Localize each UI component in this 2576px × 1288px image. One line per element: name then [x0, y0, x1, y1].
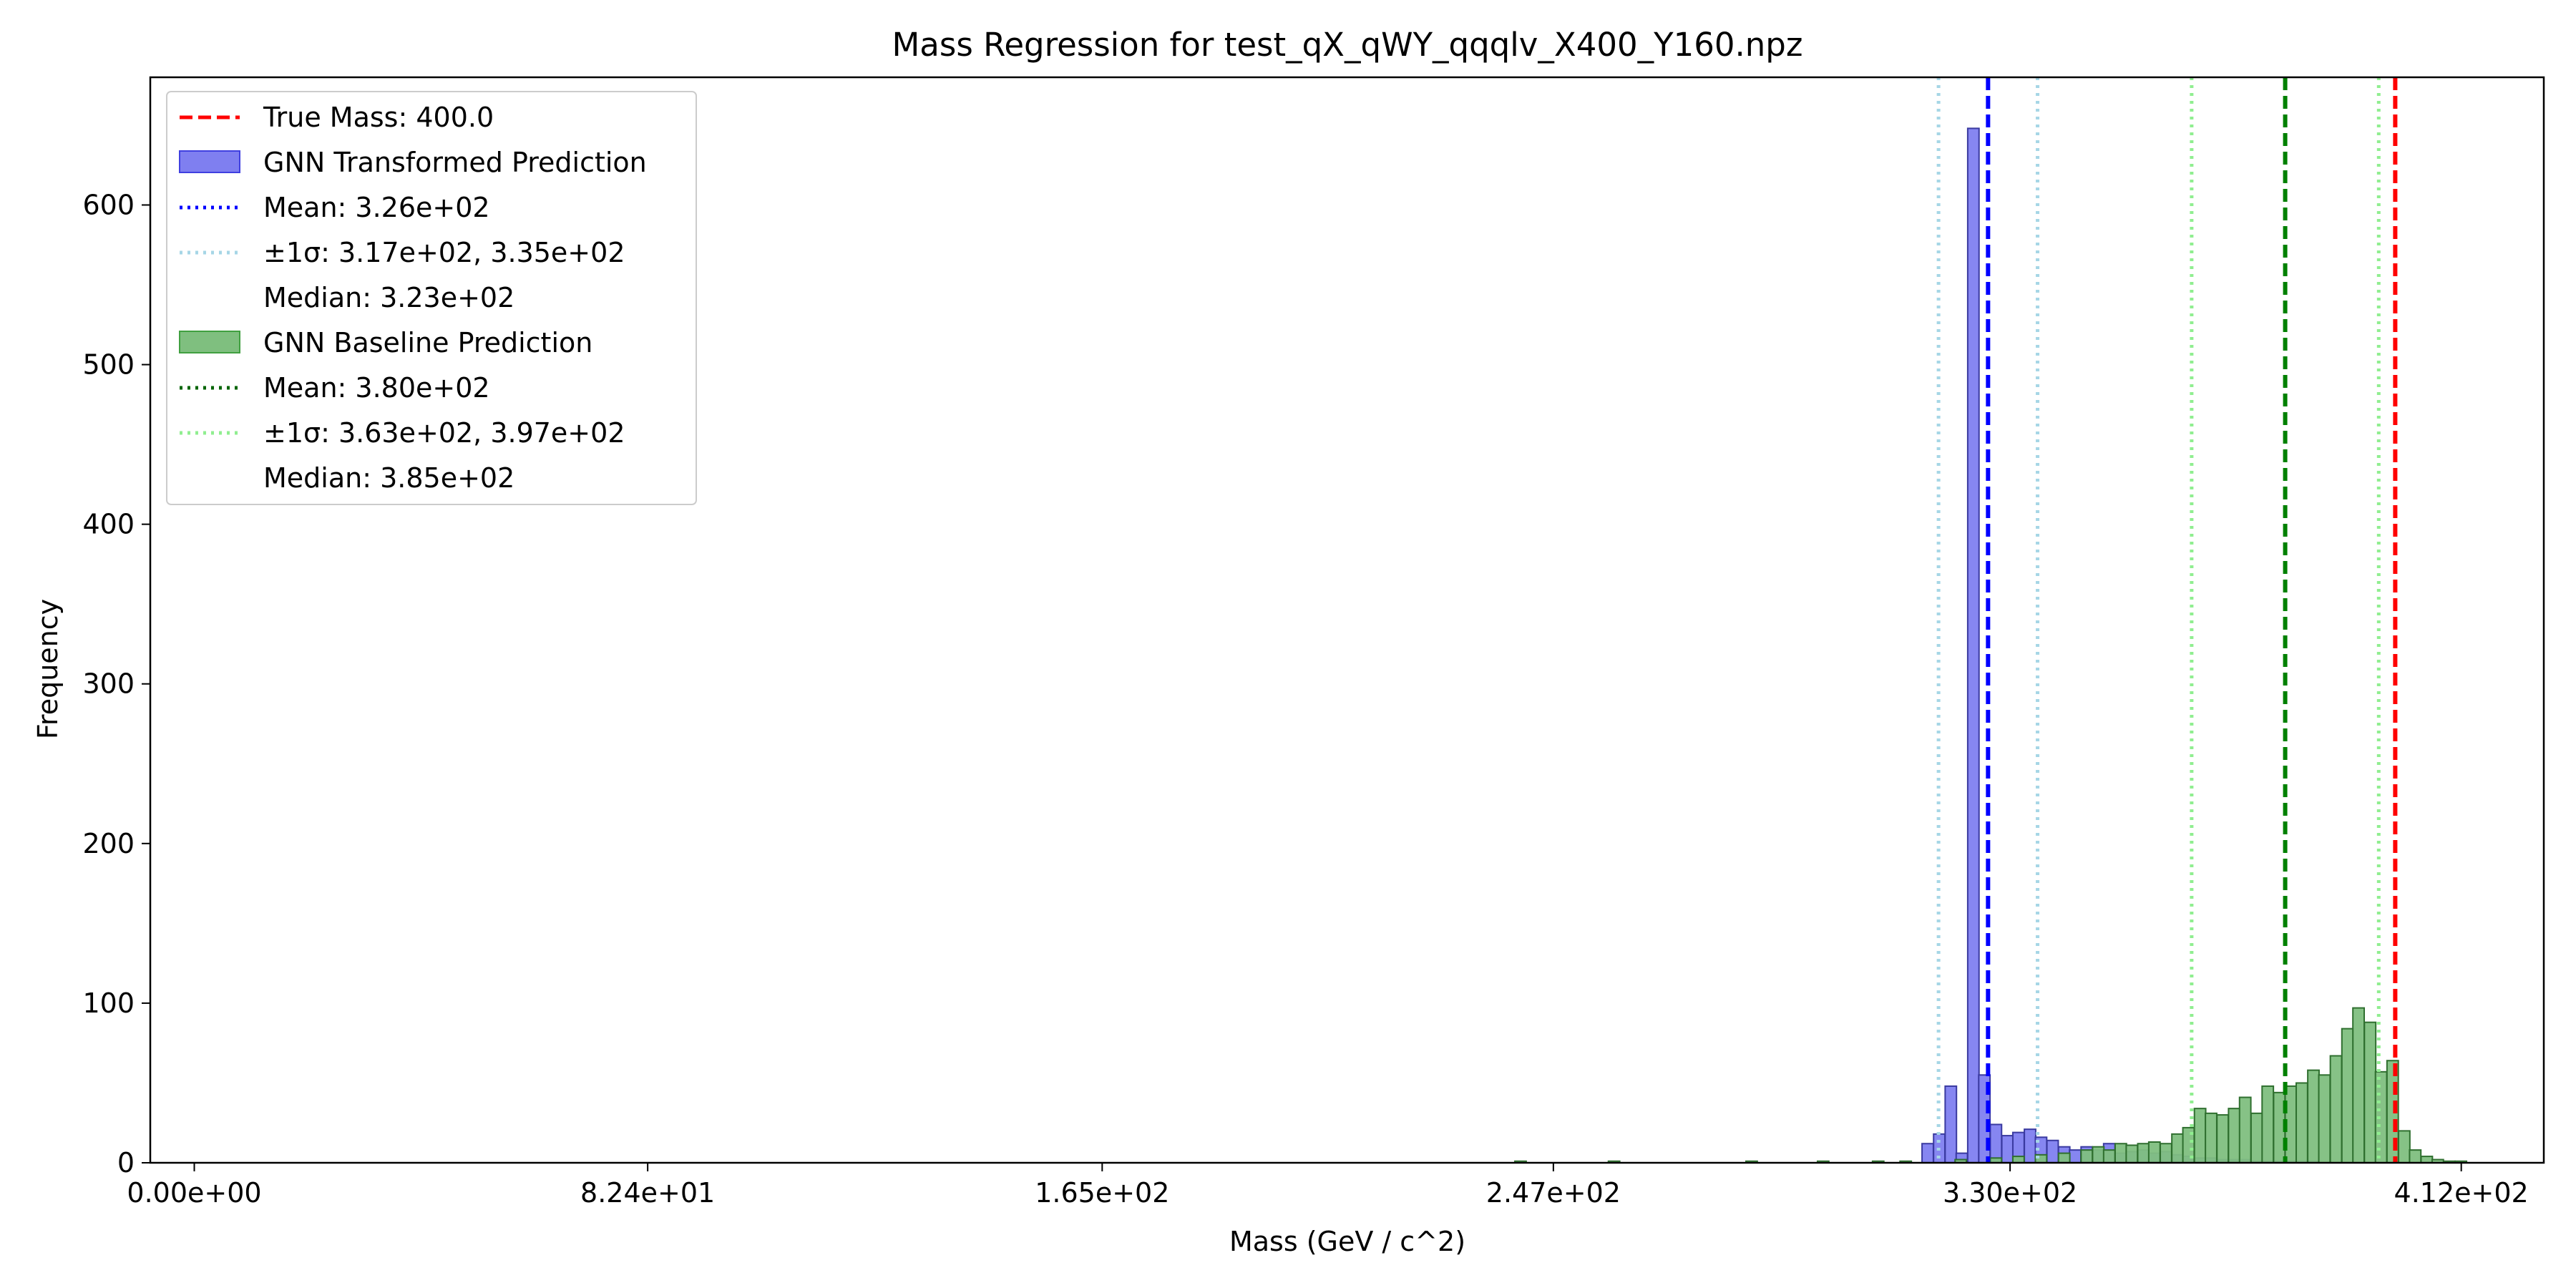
legend-swatch-5	[179, 331, 240, 353]
legend-label-5: GNN Baseline Prediction	[263, 327, 592, 358]
series-0-bar-2	[1944, 1085, 1958, 1163]
legend-label-1: GNN Transformed Prediction	[263, 147, 647, 178]
series-1-bar-22	[2205, 1112, 2218, 1164]
series-1-bar-14	[2114, 1143, 2127, 1163]
series-1-bar-35	[2352, 1007, 2366, 1163]
series-0-bar-7	[2001, 1135, 2014, 1163]
series-1-bar-13	[2102, 1149, 2116, 1164]
y-tick-label-3: 300	[82, 668, 135, 700]
series-1-bar-25	[2238, 1096, 2252, 1163]
x-tick-label-2: 1.65e+02	[1035, 1177, 1169, 1209]
legend-label-3: ±1σ: 3.17e+02, 3.35e+02	[263, 237, 625, 268]
series-1-bar-19	[2171, 1133, 2185, 1163]
plot-frame	[149, 76, 2545, 1164]
series-1-bar-41	[2420, 1156, 2434, 1163]
series-1-bar-32	[2318, 1074, 2331, 1164]
series-0-bar-9	[2024, 1128, 2036, 1164]
legend-label-6: Mean: 3.80e+02	[263, 372, 490, 404]
series-1-bar-10	[2057, 1152, 2071, 1164]
y-tick-label-4: 400	[82, 509, 135, 540]
series-1-bar-30	[2295, 1082, 2308, 1164]
series-1-bar-8	[2011, 1156, 2025, 1163]
legend-label-0: True Mass: 400.0	[263, 102, 494, 133]
series-1-bar-12	[2092, 1146, 2105, 1163]
y-axis-label: Frequency	[32, 599, 64, 739]
legend-box	[166, 91, 697, 505]
x-tick-label-1: 8.24e+01	[580, 1177, 715, 1209]
reference-lines	[1936, 77, 2398, 1163]
y-tick-label-5: 500	[82, 349, 135, 381]
x-tick-label-4: 3.30e+02	[1943, 1177, 2077, 1209]
series-1-bar-11	[2080, 1149, 2094, 1164]
series-1-bar-27	[2261, 1085, 2275, 1163]
series-1-bar-24	[2228, 1108, 2241, 1164]
series-1-bar-26	[2250, 1112, 2263, 1164]
legend-label-8: Median: 3.85e+02	[263, 462, 514, 494]
legend-swatch-1	[179, 150, 240, 173]
axis-ticks: 0.00e+00 8.24e+01 1.65e+02 2.47e+02 3.30e+02…	[82, 189, 2528, 1209]
series-1-bar-40	[2409, 1149, 2422, 1164]
series-0-bar-6	[1989, 1123, 2003, 1164]
series-1-bar-18	[2160, 1143, 2172, 1163]
y-tick-label-2: 200	[82, 828, 135, 859]
series-1-bar-36	[2363, 1021, 2377, 1164]
series-0-bar-13	[2069, 1149, 2082, 1164]
legend-label-7: ±1σ: 3.63e+02, 3.97e+02	[263, 417, 625, 449]
y-tick-label-1: 100	[82, 987, 135, 1019]
x-tick-label-0: 0.00e+00	[127, 1177, 261, 1209]
series-1-bar-31	[2307, 1069, 2320, 1163]
series-0-bar-0	[1921, 1143, 1934, 1163]
series-1-bar-15	[2125, 1144, 2139, 1164]
x-axis-label: Mass (GeV / c^2)	[1229, 1226, 1465, 1257]
series-1-bar-17	[2147, 1141, 2161, 1164]
legend-label-2: Mean: 3.26e+02	[263, 192, 490, 223]
x-tick-label-3: 2.47e+02	[1486, 1177, 1621, 1209]
series-1-bar-34	[2341, 1028, 2354, 1163]
x-tick-label-5: 4.12e+02	[2394, 1177, 2529, 1209]
histogram-bars	[1514, 127, 2468, 1164]
y-tick-label-0: 0	[117, 1147, 135, 1179]
series-1-bar-39	[2397, 1130, 2411, 1163]
series-1-bar-16	[2137, 1143, 2150, 1163]
legend-label-4: Median: 3.23e+02	[263, 282, 514, 313]
y-tick-label-6: 600	[82, 189, 135, 220]
series-0-bar-4	[1966, 127, 1980, 1164]
series-1-bar-23	[2216, 1114, 2230, 1163]
series-0-bar-11	[2046, 1139, 2059, 1164]
series-1-bar-33	[2329, 1055, 2343, 1163]
legend: True Mass: 400.0 GNN Transformed Predicti…	[166, 91, 697, 505]
chart-title: Mass Regression for test_qX_qWY_qqqlv_X4…	[892, 26, 1802, 64]
series-1-bar-21	[2193, 1108, 2207, 1164]
